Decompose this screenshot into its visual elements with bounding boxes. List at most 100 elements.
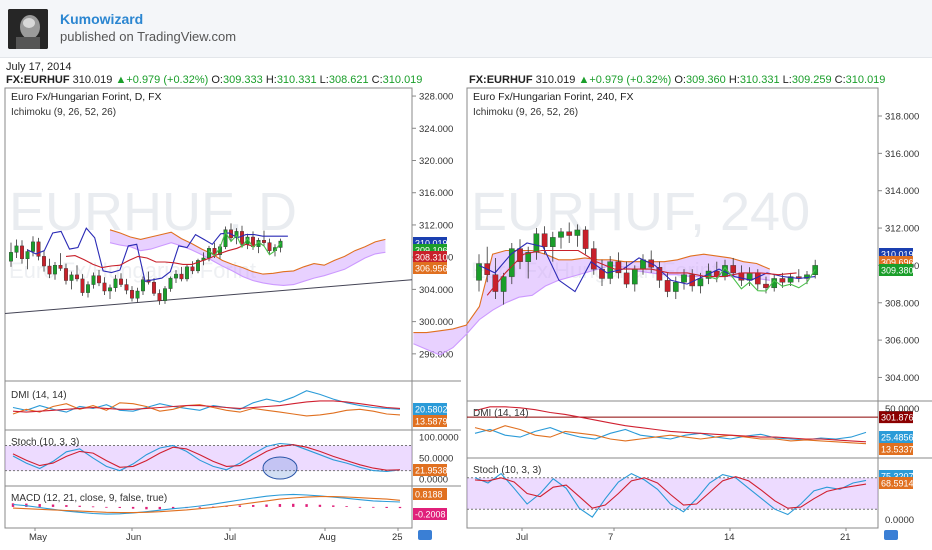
daily-panel-ytick-label: 316.000 (419, 188, 453, 199)
daily-panel-candle (31, 241, 35, 252)
daily-panel-macd-line (12, 493, 401, 515)
daily-panel-chikou-line (27, 227, 288, 282)
h4-panel-candle (533, 233, 540, 253)
daily-panel-candle (42, 256, 46, 267)
daily-panel-senkou-b (109, 242, 386, 286)
daily-panel-dmi-label: 20.5802 (415, 405, 448, 415)
daily-panel-macd-hist-bar (158, 506, 161, 510)
h4-panel-price-label-bg (879, 264, 913, 276)
h4-panel-candle (508, 248, 515, 277)
daily-panel-stoch-label: 21.9538 (415, 466, 448, 476)
daily-panel-candle (207, 248, 211, 259)
right-quote-h-label: H: (728, 74, 740, 86)
h4-panel-candle (787, 276, 794, 283)
right-quote-o-label: O: (674, 74, 686, 86)
author-avatar[interactable] (8, 9, 48, 49)
h4-panel-scroll-right-button[interactable] (884, 530, 898, 540)
daily-panel-macd-label-bg (413, 508, 447, 520)
daily-panel-candle (267, 242, 272, 251)
h4-panel-candle (607, 261, 614, 279)
h4-panel-stoch-k (474, 472, 867, 518)
daily-panel-macd-signal (12, 496, 401, 514)
daily-panel-xtick-label: Jun (126, 532, 141, 543)
h4-panel-candle (779, 278, 786, 283)
daily-panel-macd-hist-bar (91, 506, 95, 508)
right-quote-l-label: L: (782, 74, 792, 86)
h4-panel-dmi-title: DMI (14, 14) (473, 408, 529, 419)
daily-panel-indicator-title: Ichimoku (9, 26, 52, 26) (11, 107, 116, 118)
daily-panel-candle (168, 277, 173, 289)
left-quote-open: 309.333 (222, 74, 263, 86)
daily-panel-price-label: 306.956 (415, 264, 448, 274)
daily-panel-candle (20, 245, 24, 259)
daily-panel-stoch-tick: 0.0000 (419, 474, 448, 485)
daily-panel-macd-hist-bar (171, 506, 175, 509)
right-quote-open: 309.360 (685, 74, 726, 86)
h4-panel-support-label: 301.876 (881, 413, 914, 423)
daily-panel-xtick-label: Aug (319, 532, 336, 543)
h4-panel-candle (541, 233, 548, 247)
daily-panel-candle (124, 284, 129, 291)
daily-panel-stoch-tick: 100.0000 (419, 433, 459, 444)
h4-panel-kijun-line (486, 249, 797, 296)
h4-panel-price-label: 310.019 (881, 250, 914, 260)
daily-panel-macd-hist-bar (398, 506, 402, 509)
daily-panel-ytick-label: 324.000 (419, 124, 453, 135)
daily-panel-candle (97, 275, 101, 284)
h4-panel-candle (804, 274, 810, 279)
h4-panel-ytick-label: 318.000 (885, 112, 919, 123)
left-quote-h-label: H: (265, 74, 277, 86)
daily-panel-candle (278, 240, 283, 248)
daily-panel-scroll-right-button[interactable] (418, 530, 432, 540)
daily-panel-price-label: 309.106 (415, 246, 448, 256)
h4-panel-candle (763, 283, 769, 289)
daily-panel-stoch-label-bg (413, 464, 447, 476)
daily-panel-candle (53, 265, 57, 275)
daily-panel-macd-label: -0.2008 (415, 510, 446, 520)
daily-panel-candle (157, 293, 162, 301)
h4-panel-price-label: 309.380 (881, 266, 914, 276)
daily-panel-macd-hist-bar (292, 503, 295, 507)
h4-panel-candle (558, 231, 564, 238)
h4-panel-candle (664, 280, 671, 292)
h4-panel-tenkan-line (708, 266, 816, 292)
daily-panel-macd-label-bg (413, 488, 447, 500)
daily-panel-ytick-label: 296.000 (419, 349, 453, 360)
daily-panel-dmi-title: DMI (14, 14) (11, 390, 67, 401)
author-name-link[interactable]: Kumowizard (60, 11, 144, 27)
h4-panel-frame (466, 87, 879, 529)
daily-panel-macd-hist-bar (38, 504, 41, 507)
daily-panel-macd-hist-bar (265, 504, 268, 507)
daily-panel-dmi-label: 13.5879 (415, 417, 448, 427)
h4-panel-support-label-bg (879, 411, 913, 424)
daily-panel-candle (102, 282, 107, 292)
daily-panel-dmi-plus (12, 390, 401, 413)
left-quote-symbol: FX:EURHUF (6, 74, 70, 86)
publisher-header: Kumowizard published on TradingView.com (0, 0, 932, 58)
h4-panel-candle (582, 229, 589, 249)
left-quote-high: 310.331 (276, 74, 317, 86)
daily-panel-candle (190, 266, 195, 272)
h4-panel-stoch-title: Stoch (10, 3, 3) (473, 465, 541, 476)
daily-panel-candle (14, 245, 19, 253)
daily-panel-xtick-label: 25 (392, 532, 403, 543)
right-quote-symbol: FX:EURHUF (469, 74, 533, 86)
h4-panel-candle (492, 274, 499, 292)
daily-panel-ytick-label: 320.000 (419, 156, 453, 167)
daily-panel-ytick-label: 304.000 (419, 285, 453, 296)
daily-panel-candle (130, 289, 134, 299)
avatar-image (8, 9, 48, 49)
h4-panel-candle (525, 252, 532, 262)
left-quote-c-label: C: (371, 74, 383, 86)
daily-panel-candle (262, 240, 266, 243)
daily-panel-dmi-label-bg (413, 415, 447, 427)
h4-panel-candle (566, 231, 573, 236)
h4-panel-xtick-label: 14 (724, 532, 735, 543)
h4-panel-candle (549, 237, 556, 247)
daily-panel-stoch-title: Stoch (10, 3, 3) (11, 437, 79, 448)
h4-panel-candle (476, 263, 482, 281)
daily-panel-trendline (4, 279, 413, 315)
h4-panel-dmi-plus (474, 427, 867, 441)
daily-panel-macd-hist-bar (78, 505, 81, 507)
